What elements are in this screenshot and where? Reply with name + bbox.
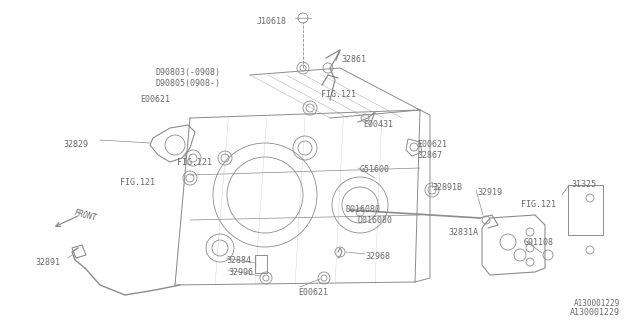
Text: D016080: D016080: [345, 205, 380, 214]
Text: 31325: 31325: [571, 180, 596, 189]
Text: 32919: 32919: [477, 188, 502, 197]
Text: E00621: E00621: [417, 140, 447, 149]
Text: 32891: 32891: [35, 258, 60, 267]
Text: FIG.121: FIG.121: [521, 200, 556, 209]
Text: FIG.121: FIG.121: [321, 90, 356, 99]
Text: 32861: 32861: [341, 55, 366, 64]
Text: D90803(-0908): D90803(-0908): [155, 68, 220, 77]
Text: G91108: G91108: [524, 238, 554, 247]
Text: 32996: 32996: [228, 268, 253, 277]
Text: FIG.121: FIG.121: [120, 178, 155, 187]
Bar: [568, 185, 603, 235]
Text: E00431: E00431: [363, 120, 393, 129]
Text: D90805(0908-): D90805(0908-): [155, 79, 220, 88]
Text: A130001229: A130001229: [573, 299, 620, 308]
Text: 32968: 32968: [365, 252, 390, 261]
Text: J10618: J10618: [257, 17, 287, 26]
Text: A130001229: A130001229: [570, 308, 620, 317]
Text: D016080: D016080: [358, 216, 393, 225]
Text: 32884: 32884: [226, 256, 251, 265]
Text: 32867: 32867: [417, 151, 442, 160]
Text: E00621: E00621: [298, 288, 328, 297]
Text: G51600: G51600: [360, 165, 390, 174]
Text: 32829: 32829: [63, 140, 88, 149]
Text: FIG.121: FIG.121: [177, 158, 212, 167]
Text: 32891B: 32891B: [432, 183, 462, 192]
Bar: [255, 255, 267, 273]
Text: 32831A: 32831A: [448, 228, 478, 237]
Text: FRONT: FRONT: [73, 209, 98, 223]
Text: E00621: E00621: [140, 95, 170, 104]
